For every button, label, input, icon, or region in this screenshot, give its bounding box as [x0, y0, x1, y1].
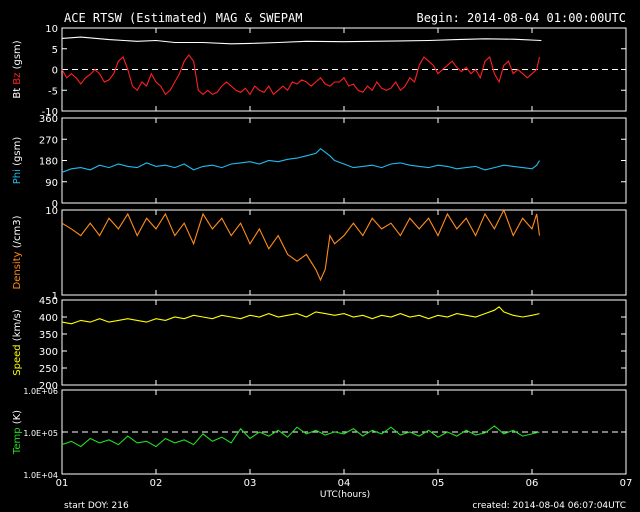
y-tick-label: -5	[48, 86, 58, 97]
series-density-line	[61, 208, 541, 282]
y-tick-label: 0	[52, 199, 58, 210]
y-axis-label: Density (/cm3)	[12, 215, 23, 289]
y-tick-label: 270	[39, 135, 58, 146]
y-tick-label: 300	[39, 347, 58, 358]
created-timestamp: created: 2014-08-04 06:07:04UTC	[472, 501, 626, 511]
y-axis-label-part: Phi	[12, 169, 23, 184]
panel-mag: 10 5 0 -5 -10 Bt Bz (gsm)	[12, 24, 627, 118]
y-axis-label-part: Bt	[12, 88, 23, 99]
series-temp-line	[61, 425, 540, 448]
panel-density: 10 1 Density (/cm3)	[12, 206, 627, 302]
y-tick-label: 1.0E+04	[23, 471, 58, 480]
y-axis-label: Phi (gsm)	[12, 137, 23, 185]
y-axis-label: Speed (km/s)	[12, 309, 23, 376]
panel-speed: 450 400 350 300 250 200 Speed (km/s)	[12, 296, 627, 392]
y-tick-label: -10	[42, 107, 58, 118]
x-axis-label: UTC(hours)	[320, 490, 370, 500]
y-axis-label-part: Bz	[12, 73, 23, 88]
y-axis-label: Bt Bz (gsm)	[12, 40, 23, 98]
x-tick-label: 01	[56, 478, 69, 489]
y-tick-label: 1.0E+06	[23, 387, 58, 396]
y-tick-label: 200	[39, 381, 58, 392]
y-tick-label: 10	[45, 24, 58, 35]
x-tick-label: 06	[526, 478, 539, 489]
y-axis-label-part: (gsm)	[12, 40, 23, 72]
chart-title: ACE RTSW (Estimated) MAG & SWEPAM	[64, 11, 302, 25]
y-axis-label-part: Density	[12, 251, 23, 289]
x-tick-label: 03	[244, 478, 257, 489]
y-tick-label: 5	[52, 45, 58, 56]
x-tick-label: 02	[150, 478, 163, 489]
panel-phi: 360 270 180 90 0 Phi (gsm)	[12, 114, 627, 210]
y-axis-label-part: (gsm)	[12, 137, 23, 169]
y-tick-label: 360	[39, 114, 58, 125]
y-tick-label: 450	[39, 296, 58, 307]
start-doy: start DOY: 216	[64, 501, 129, 511]
y-tick-label: 180	[39, 157, 58, 168]
x-tick-label: 05	[432, 478, 445, 489]
y-axis-label-part: (km/s)	[12, 309, 23, 344]
y-tick-label: 350	[39, 330, 58, 341]
y-tick-label: 250	[39, 364, 58, 375]
chart-begin-time: Begin: 2014-08-04 01:00:00UTC	[416, 11, 626, 25]
y-axis-label: Temp (K)	[12, 410, 23, 455]
y-axis-label-part: (/cm3)	[12, 215, 23, 251]
x-tick-label: 07	[620, 478, 633, 489]
y-axis-label-part: (K)	[12, 410, 23, 428]
y-axis-label-part: Temp	[12, 427, 23, 455]
series-bt-line	[61, 36, 542, 45]
y-tick-label: 0	[52, 66, 58, 77]
y-tick-label: 10	[45, 206, 58, 217]
y-tick-label: 400	[39, 313, 58, 324]
panels: 10 5 0 -5 -10 Bt Bz (gsm) 360 270 180 90 0 Phi (gsm…	[12, 24, 627, 480]
x-axis: 01 02 03 04 05 06 07	[56, 478, 633, 489]
y-tick-label: 1	[52, 291, 58, 302]
y-axis-label-part: Speed	[12, 344, 23, 375]
series-speed-line	[61, 306, 540, 325]
panel-temp: 1.0E+06 1.0E+05 1.0E+04 Temp (K)	[12, 387, 627, 480]
y-tick-label: 90	[45, 178, 58, 189]
y-tick-label: 1.0E+05	[23, 429, 58, 438]
series-bz-line	[61, 54, 541, 96]
x-tick-label: 04	[338, 478, 351, 489]
series-phi-line	[61, 147, 540, 173]
